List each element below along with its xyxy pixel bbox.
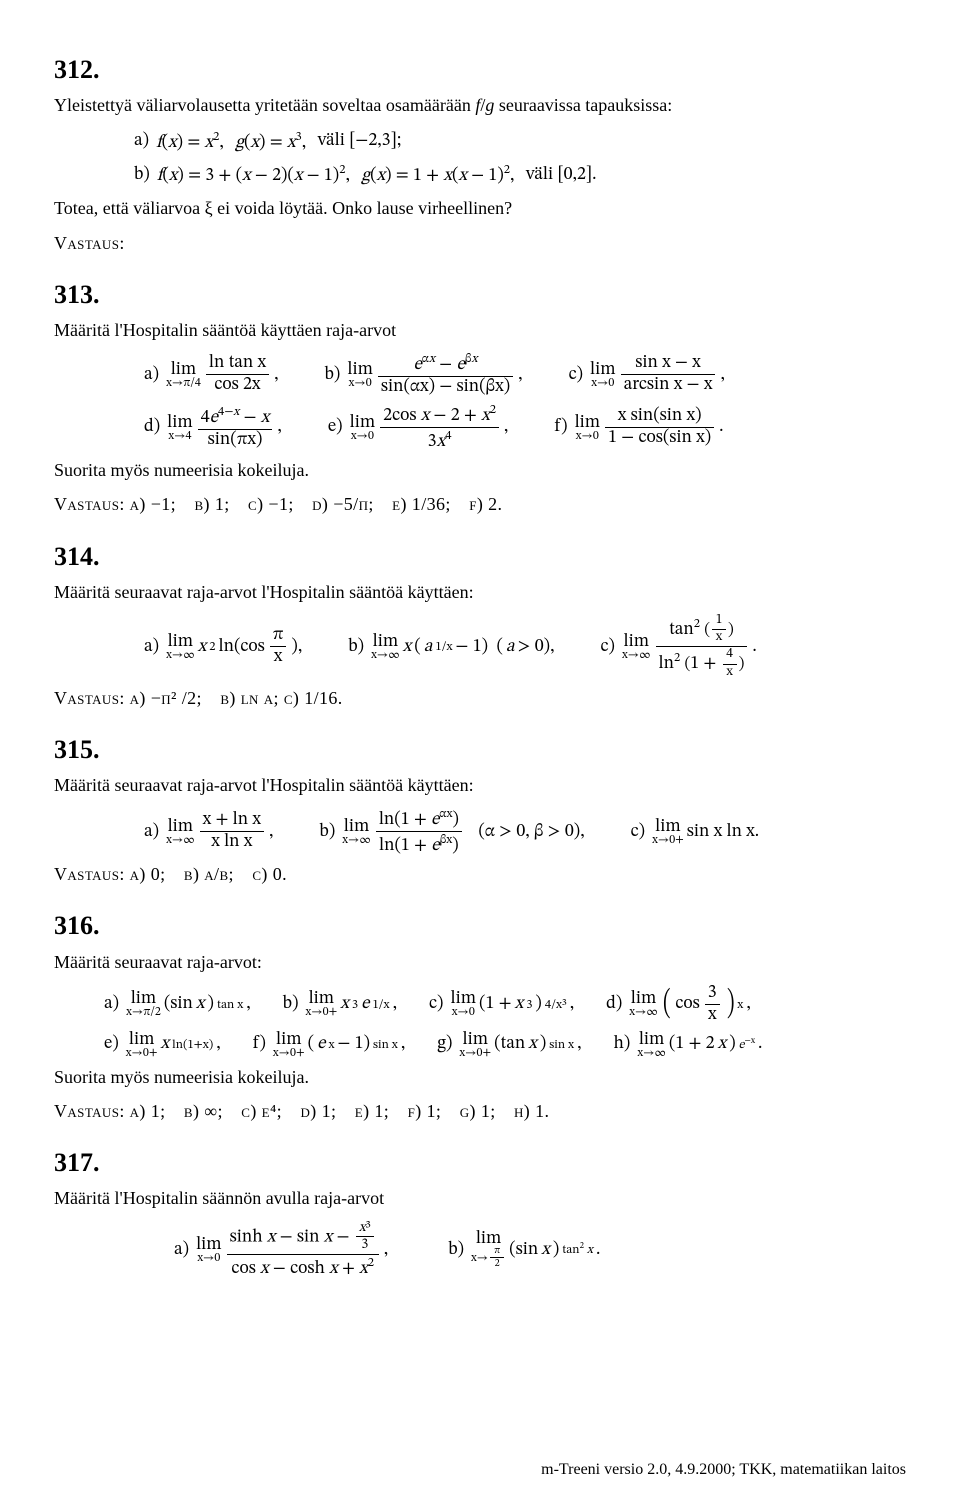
p316-a: a) limx→π/2 (sin x)tan x, <box>104 990 251 1018</box>
p313-vastaus: Vastaus: a) −1; b) 1; c) −1; d) −5/π; e)… <box>54 492 906 516</box>
p315-a: a) limx→∞ x + ln xx ln x, <box>144 811 273 852</box>
p316-e: e) limx→0+ xln(1+x), <box>104 1031 221 1059</box>
p317-b: b) limx→π2 (sin x)tan2 x. <box>448 1230 600 1270</box>
p316-g: g) limx→0+ (tan x)sin x, <box>437 1031 581 1059</box>
p315-c: c) limx→0+ sin x ln x. <box>631 818 760 846</box>
p312-b-fx: f(x) = 3 + (x − 2)(x − 1)2, <box>157 161 359 188</box>
p312-a-gx: g(x) = x3, <box>235 128 314 155</box>
p316-d: d) limx→∞ (cos 3x)x, <box>606 984 751 1025</box>
p314-intro: Määritä seuraavat raja-arvot l'Hospitali… <box>54 580 906 604</box>
p312-b-label: b) <box>134 163 150 187</box>
p316-row1: a) limx→π/2 (sin x)tan x, b) limx→0+ x3e… <box>54 984 906 1025</box>
p317-a: a) limx→0 sinh x − sin x − x³3 cos x − c… <box>174 1221 388 1279</box>
problem-312-intro: Yleistettyä väliarvolausetta yritetään s… <box>54 93 906 117</box>
p316-tail: Suorita myös numeerisia kokeiluja. <box>54 1065 906 1089</box>
p315-b: b) limx→∞ ln(1 + eαx) ln(1 + eβx) (α > 0… <box>319 807 584 856</box>
p315-intro: Määritä seuraavat raja-arvot l'Hospitali… <box>54 773 906 797</box>
p316-f: f) limx→0+ (ex − 1)sin x, <box>253 1031 406 1059</box>
p314-a: a) limx→∞ x2 ln(cos πx), <box>144 626 302 667</box>
problem-317-number: 317. <box>54 1145 906 1180</box>
problem-315-number: 315. <box>54 732 906 767</box>
p313-f: f) limx→0 x sin(sin x)1 − cos(sin x). <box>554 407 723 448</box>
problem-314-number: 314. <box>54 539 906 574</box>
problem-313-number: 313. <box>54 277 906 312</box>
p317-intro: Määritä l'Hospitalin säännön avulla raja… <box>54 1186 906 1210</box>
p316-c: c) limx→0 (1 + x3)4/x³, <box>429 990 574 1018</box>
p316-h: h) limx→∞ (1 + 2x)e−x. <box>614 1031 763 1059</box>
p312-vastaus: Vastaus: <box>54 231 906 255</box>
p313-c: c) limx→0 sin x − xarcsin x − x, <box>569 354 725 395</box>
problem-312-number: 312. <box>54 52 906 87</box>
p314-b: b) limx→∞ x(a1/x − 1) (a > 0), <box>348 633 554 661</box>
page-body: 312. Yleistettyä väliarvolausetta yritet… <box>0 0 960 1503</box>
p316-vastaus: Vastaus: a) 1; b) ∞; c) e⁴; d) 1; e) 1; … <box>54 1099 906 1123</box>
p313-tail: Suorita myös numeerisia kokeiluja. <box>54 458 906 482</box>
p313-a: a) limx→π/4 ln tan xcos 2x, <box>144 354 279 395</box>
p313-e: e) limx→0 2cos x − 2 + x2 3x4 , <box>328 403 509 452</box>
p315-vastaus: Vastaus: a) 0; b) α/β; c) 0. <box>54 862 906 886</box>
problem-316-number: 316. <box>54 908 906 943</box>
p312-a-fx: f(x) = x2, <box>156 128 232 155</box>
p312-a-label: a) <box>134 129 149 153</box>
problem-312-lines: a) f(x) = x2, g(x) = x3, väli [−2,3]; b)… <box>54 127 906 188</box>
p313-b: b) limx→0 eαx − eβx sin(αx) − sin(βx) , <box>325 352 523 397</box>
p316-intro: Määritä seuraavat raja-arvot: <box>54 950 906 974</box>
p314-c: c) limx→∞ tan2 (1x) ln2 (1 + 4x) . <box>601 614 757 680</box>
p317-row: a) limx→0 sinh x − sin x − x³3 cos x − c… <box>54 1221 906 1279</box>
p313-d: d) limx→4 4e4−x − x sin(πx) , <box>144 405 282 450</box>
p314-row: a) limx→∞ x2 ln(cos πx), b) limx→∞ x(a1/… <box>54 614 906 680</box>
p315-row: a) limx→∞ x + ln xx ln x, b) limx→∞ ln(1… <box>54 807 906 856</box>
p314-vastaus: Vastaus: a) −π² /2; b) ln a; c) 1/16. <box>54 686 906 710</box>
p313-row1: a) limx→π/4 ln tan xcos 2x, b) limx→0 eα… <box>54 352 906 397</box>
p312-b-gx: g(x) = 1 + x(x − 1)2, <box>361 161 523 188</box>
p312-b-int: väli [0,2]. <box>526 163 597 187</box>
footer-text: m-Treeni versio 2.0, 4.9.2000; TKK, mate… <box>541 1459 906 1481</box>
p313-row2: d) limx→4 4e4−x − x sin(πx) , e) limx→0 … <box>54 403 906 452</box>
p312-tail: Totea, että väliarvoa ξ ei voida löytää.… <box>54 196 906 220</box>
p313-intro: Määritä l'Hospitalin sääntöä käyttäen ra… <box>54 318 906 342</box>
p316-b: b) limx→0+ x3e1/x, <box>283 990 397 1018</box>
p316-row2: e) limx→0+ xln(1+x), f) limx→0+ (ex − 1)… <box>54 1031 906 1059</box>
p312-a-int: väli [−2,3]; <box>318 129 402 153</box>
